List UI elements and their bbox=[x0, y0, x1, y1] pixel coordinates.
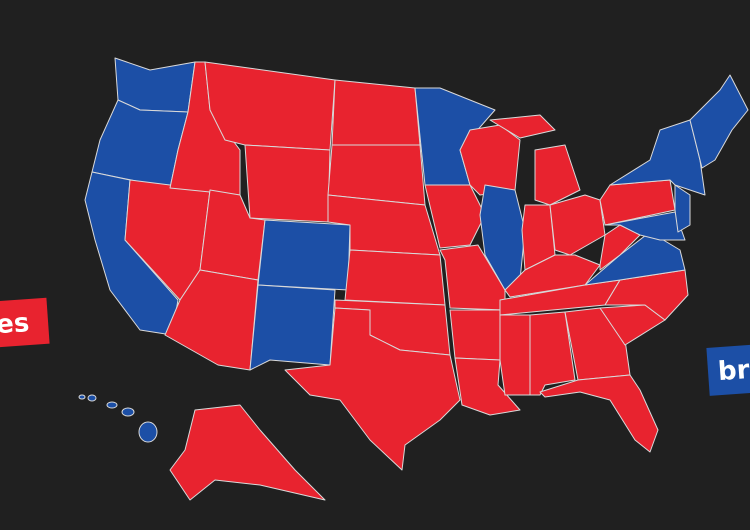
badge-text: br bbox=[717, 355, 750, 387]
pennsylvania bbox=[599, 179, 676, 226]
wisconsin bbox=[459, 124, 521, 196]
new-england bbox=[689, 74, 749, 169]
michigan-up bbox=[489, 114, 556, 139]
badge-bg bbox=[0, 297, 50, 349]
michigan bbox=[534, 144, 581, 206]
right-badge: br bbox=[706, 343, 750, 396]
kentucky bbox=[504, 254, 601, 298]
iowa bbox=[424, 184, 486, 249]
texas bbox=[284, 307, 461, 471]
colorado bbox=[257, 219, 351, 291]
us-map bbox=[78, 57, 749, 501]
north-dakota bbox=[331, 79, 421, 146]
arizona bbox=[164, 269, 259, 371]
left-badge: es bbox=[0, 297, 50, 349]
hawaii bbox=[78, 394, 158, 443]
badge-bg bbox=[706, 343, 750, 396]
alaska bbox=[169, 404, 326, 501]
florida bbox=[539, 374, 659, 453]
new-mexico bbox=[249, 284, 336, 371]
wyoming bbox=[244, 144, 331, 223]
new-jersey bbox=[674, 184, 691, 233]
kansas bbox=[344, 249, 446, 306]
arkansas bbox=[449, 309, 506, 361]
badge-text: es bbox=[0, 308, 30, 340]
mississippi bbox=[499, 314, 531, 396]
